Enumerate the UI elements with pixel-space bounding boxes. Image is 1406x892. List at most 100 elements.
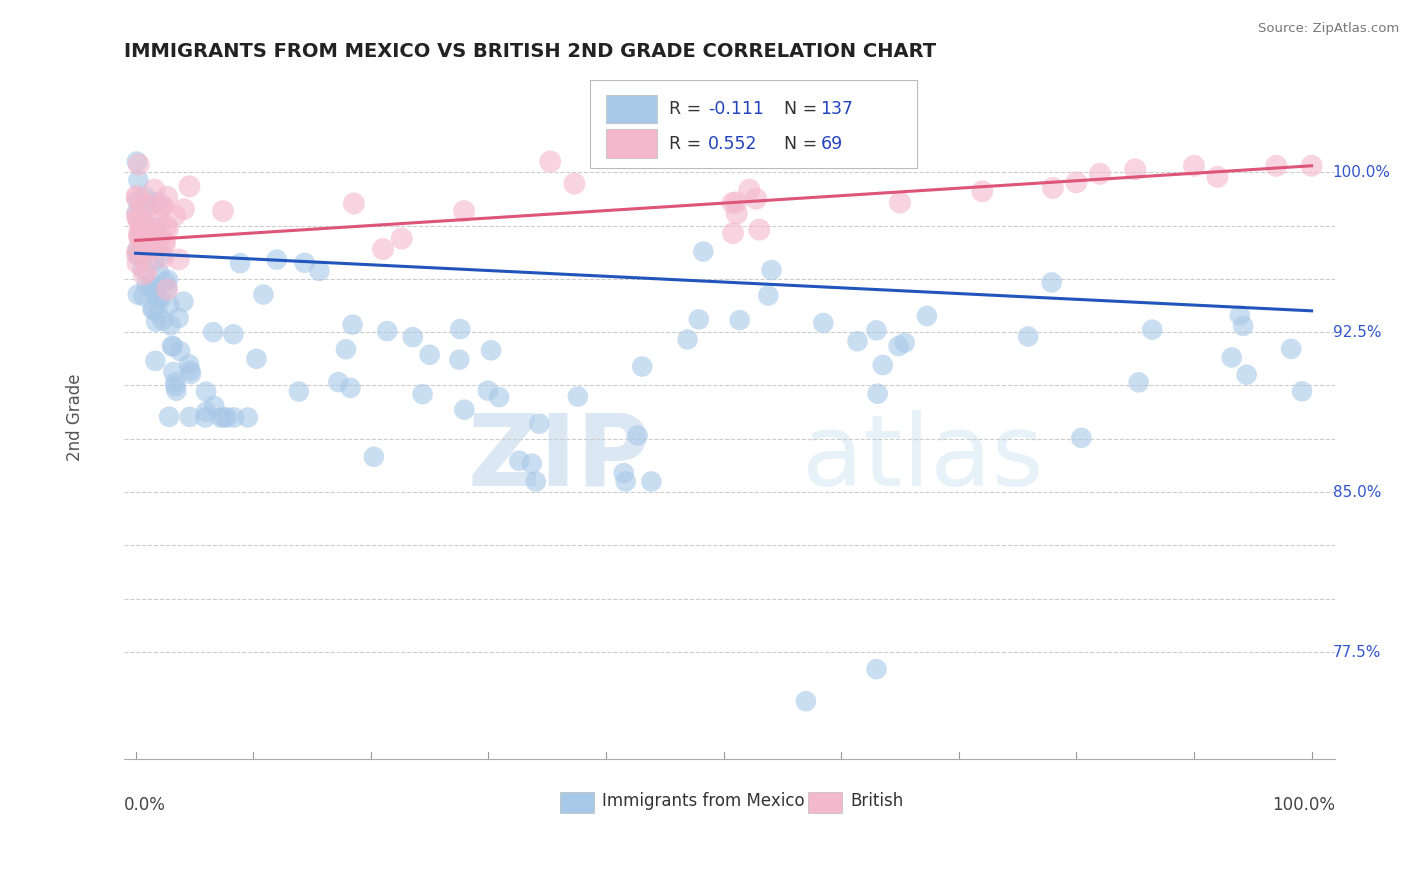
Point xyxy=(375,324,398,338)
Point xyxy=(761,263,783,277)
Point xyxy=(202,399,225,413)
Point xyxy=(195,404,218,418)
Point xyxy=(125,208,148,222)
Point xyxy=(157,409,180,424)
Point xyxy=(136,245,159,260)
Point xyxy=(152,200,174,214)
Point xyxy=(1206,169,1229,184)
Point xyxy=(136,264,159,278)
Point xyxy=(150,199,173,213)
Point xyxy=(453,204,475,219)
Point xyxy=(125,154,148,169)
Point xyxy=(564,177,586,191)
Point xyxy=(335,343,357,357)
Point xyxy=(343,196,366,211)
Point xyxy=(156,222,179,236)
Point xyxy=(1182,159,1205,173)
FancyBboxPatch shape xyxy=(808,791,842,814)
Point xyxy=(131,220,153,235)
Point xyxy=(156,190,179,204)
Point xyxy=(567,390,589,404)
Text: 85.0%: 85.0% xyxy=(1333,484,1381,500)
Point xyxy=(125,189,148,203)
Point xyxy=(143,285,166,300)
Point xyxy=(142,280,165,294)
Point xyxy=(143,227,166,242)
Point xyxy=(846,334,869,349)
Point xyxy=(131,235,153,249)
Point xyxy=(179,179,201,194)
Point xyxy=(1236,368,1258,382)
Point xyxy=(813,316,835,330)
Point xyxy=(167,310,190,325)
Point xyxy=(145,239,167,253)
Point xyxy=(756,288,779,302)
Point xyxy=(266,252,288,267)
Point xyxy=(129,211,152,226)
Point xyxy=(146,306,169,320)
Text: 0.0%: 0.0% xyxy=(124,797,166,814)
Point xyxy=(131,221,153,235)
Point xyxy=(146,194,169,209)
Point xyxy=(172,294,194,309)
Point xyxy=(328,375,350,389)
Point xyxy=(138,242,160,256)
Text: 77.5%: 77.5% xyxy=(1333,645,1381,659)
Point xyxy=(141,302,163,317)
Point xyxy=(127,194,149,208)
Point xyxy=(745,192,768,206)
Point xyxy=(1220,351,1243,365)
Point xyxy=(146,290,169,304)
Point xyxy=(229,256,252,270)
Point xyxy=(692,244,714,259)
Point xyxy=(152,251,174,265)
Point xyxy=(202,325,225,339)
Point xyxy=(972,184,994,198)
Point xyxy=(127,287,149,301)
Point xyxy=(131,227,153,241)
Point xyxy=(135,278,157,293)
Point xyxy=(173,202,195,217)
Point xyxy=(308,264,330,278)
Point xyxy=(155,219,177,234)
Point xyxy=(160,339,183,353)
Point xyxy=(162,339,184,353)
Point xyxy=(128,227,150,242)
Point xyxy=(1017,329,1039,343)
Point xyxy=(145,354,167,368)
Point xyxy=(252,287,274,301)
Point xyxy=(138,196,160,211)
Point xyxy=(676,333,699,347)
Point xyxy=(872,358,894,372)
Point xyxy=(1279,342,1302,356)
Point xyxy=(148,232,170,246)
Point xyxy=(1229,309,1251,323)
Point xyxy=(138,229,160,244)
Point xyxy=(143,220,166,235)
Point xyxy=(127,248,149,262)
Point xyxy=(1066,175,1088,189)
Point xyxy=(135,241,157,255)
Point xyxy=(520,457,543,471)
Point xyxy=(245,351,267,366)
Point xyxy=(145,212,167,227)
Point xyxy=(688,312,710,326)
Point xyxy=(915,309,938,323)
Text: 100.0%: 100.0% xyxy=(1333,165,1391,179)
Point xyxy=(143,183,166,197)
Text: 137: 137 xyxy=(820,100,853,118)
Point xyxy=(508,454,530,468)
Point xyxy=(212,410,235,425)
Point xyxy=(419,348,441,362)
Point xyxy=(157,273,180,287)
Point xyxy=(153,275,176,289)
Point xyxy=(721,196,744,211)
Point xyxy=(128,157,150,171)
Point xyxy=(150,248,173,262)
Point xyxy=(728,313,751,327)
Point xyxy=(142,254,165,268)
Text: ZIP: ZIP xyxy=(468,410,651,507)
Point xyxy=(135,190,157,204)
Point xyxy=(128,213,150,227)
Point xyxy=(371,242,394,256)
